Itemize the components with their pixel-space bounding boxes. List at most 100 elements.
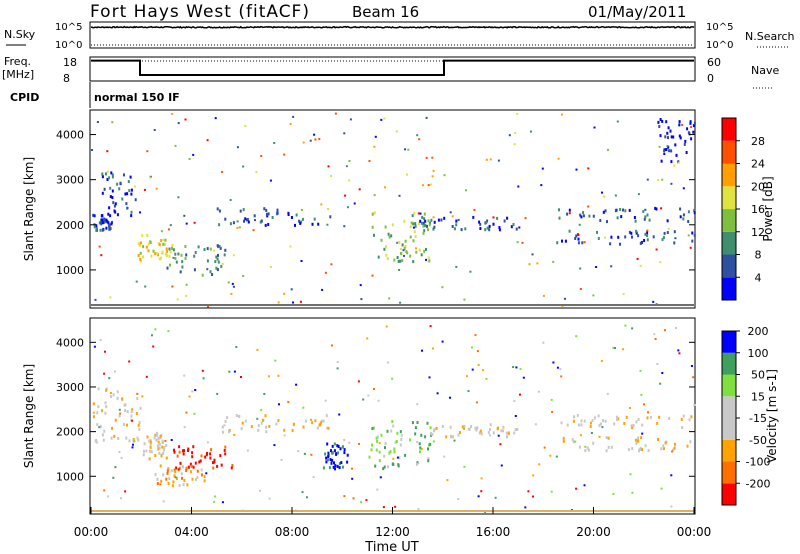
range-cell: [601, 191, 603, 194]
range-cell: [283, 153, 286, 156]
range-cell: [195, 477, 197, 481]
range-cell: [540, 184, 543, 187]
range-cell: [453, 439, 456, 442]
range-cell: [669, 129, 672, 133]
range-cell: [218, 209, 221, 213]
range-cell: [156, 477, 159, 481]
range-cell: [630, 231, 633, 235]
range-cell: [499, 443, 502, 446]
range-cell: [423, 212, 426, 216]
range-cell: [327, 165, 330, 168]
range-cell: [191, 390, 194, 393]
range-cell: [302, 141, 305, 144]
range-cell: [579, 434, 582, 437]
cpid-label: CPID: [10, 91, 39, 104]
range-cell: [380, 238, 383, 242]
range-cell: [259, 489, 261, 492]
range-cell: [463, 426, 465, 430]
range-cell: [606, 220, 608, 224]
range-cell: [269, 179, 272, 182]
range-cell: [550, 398, 553, 401]
range-cell: [104, 401, 107, 405]
range-cell: [197, 245, 200, 249]
range-cell: [203, 479, 206, 483]
range-cell: [457, 498, 460, 500]
range-cell: [476, 426, 479, 430]
range-cell: [151, 334, 153, 337]
range-cell: [677, 349, 680, 352]
range-cell: [120, 456, 123, 459]
range-cell: [641, 432, 644, 435]
range-cell: [404, 453, 407, 457]
range-cell: [221, 170, 224, 173]
range-cell: [182, 465, 184, 469]
colorbar-segment: [722, 254, 736, 278]
range-cell: [96, 121, 99, 123]
range-cell: [362, 398, 365, 401]
range-cell: [406, 251, 409, 255]
range-cell: [631, 327, 634, 330]
range-cell: [537, 390, 540, 393]
range-cell: [224, 420, 227, 424]
range-cell: [343, 132, 346, 135]
range-cell: [431, 347, 434, 350]
range-cell: [414, 432, 417, 436]
range-cell: [634, 438, 637, 442]
date-title: 01/May/2011: [588, 3, 686, 21]
range-cell: [141, 395, 144, 398]
range-cell: [331, 458, 334, 462]
range-cell: [94, 439, 97, 443]
range-cell: [378, 442, 381, 445]
range-cell: [605, 436, 608, 440]
range-cell: [291, 429, 294, 433]
range-cell: [409, 438, 411, 442]
range-cell: [173, 468, 176, 472]
range-cell: [252, 229, 255, 232]
range-cell: [430, 218, 433, 222]
range-cell: [685, 151, 688, 154]
range-cell: [136, 436, 139, 440]
range-cell: [183, 374, 186, 377]
range-cell: [103, 187, 106, 191]
range-cell: [579, 213, 582, 217]
range-cell: [114, 418, 117, 422]
range-cell: [578, 223, 581, 226]
range-cell: [551, 410, 554, 413]
range-cell: [178, 450, 181, 454]
range-cell: [629, 473, 632, 476]
range-cell: [348, 160, 351, 162]
range-cell: [193, 221, 196, 224]
range-cell: [605, 449, 608, 453]
range-cell: [643, 239, 646, 242]
range-cell: [587, 167, 590, 170]
range-cell: [416, 461, 419, 465]
range-cell: [132, 438, 135, 441]
range-cell: [467, 390, 470, 393]
range-cell: [126, 192, 129, 196]
range-cell: [300, 260, 303, 262]
range-cell: [297, 450, 300, 453]
range-cell: [112, 393, 115, 397]
range-cell: [250, 425, 253, 429]
range-cell: [178, 445, 181, 449]
range-cell: [327, 426, 330, 430]
range-cell: [116, 213, 119, 217]
range-cell: [186, 483, 189, 487]
range-cell: [425, 156, 428, 159]
range-cell: [480, 432, 483, 436]
range-cell: [318, 138, 321, 141]
range-cell: [156, 431, 158, 435]
range-cell: [683, 142, 686, 146]
range-cell: [268, 424, 271, 428]
range-cell: [398, 194, 401, 197]
range-cell: [634, 219, 637, 223]
range-cell: [558, 208, 560, 212]
range-cell: [187, 449, 189, 452]
range-cell: [149, 440, 152, 444]
range-cell: [582, 211, 584, 215]
range-cell: [419, 450, 421, 454]
range-cell: [149, 442, 152, 446]
range-cell: [156, 482, 159, 486]
range-cell: [203, 248, 206, 252]
range-cell: [144, 285, 147, 288]
